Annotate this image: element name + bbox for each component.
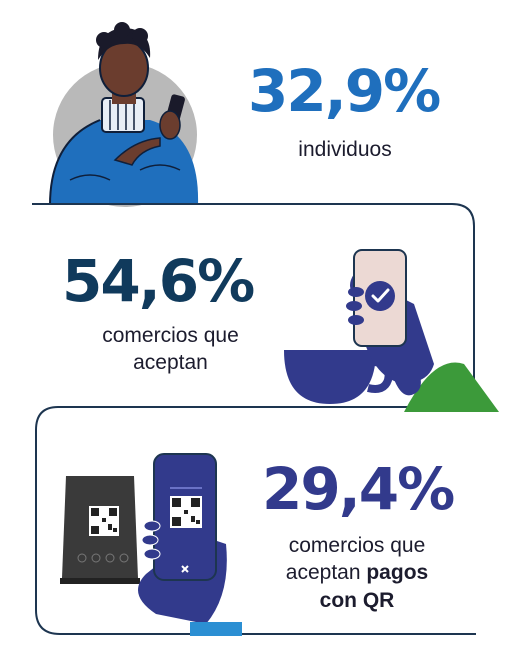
- hand-phone-check-icon: [284, 249, 499, 412]
- stat-value-individuos: 32,9%: [248, 57, 441, 125]
- stat-label-qr-line2-text: aceptan: [285, 561, 367, 585]
- qr-stand-and-phone-icon: [60, 453, 242, 636]
- stat-value-comercios: 54,6%: [62, 247, 255, 315]
- stat-label-comercios: comercios que aceptan: [88, 322, 253, 377]
- stat-label-qr-line2: aceptan pagos: [272, 559, 442, 586]
- person-with-phone-icon: [49, 22, 199, 207]
- stat-label-qr-line3: con QR: [272, 587, 442, 614]
- stat-label-comercios-line1: comercios que: [102, 324, 239, 347]
- stat-label-comercios-line2: aceptan: [133, 351, 208, 375]
- stat-label-qr-bold-1: pagos: [366, 561, 429, 585]
- stat-label-qr-line1: comercios que: [288, 534, 426, 557]
- stat-value-qr: 29,4%: [262, 455, 455, 523]
- stat-label-qr-bold-2: con QR: [319, 588, 395, 612]
- stat-label-qr: comercios que aceptan pagos con QR: [272, 532, 442, 614]
- stat-label-individuos: individuos: [298, 138, 392, 161]
